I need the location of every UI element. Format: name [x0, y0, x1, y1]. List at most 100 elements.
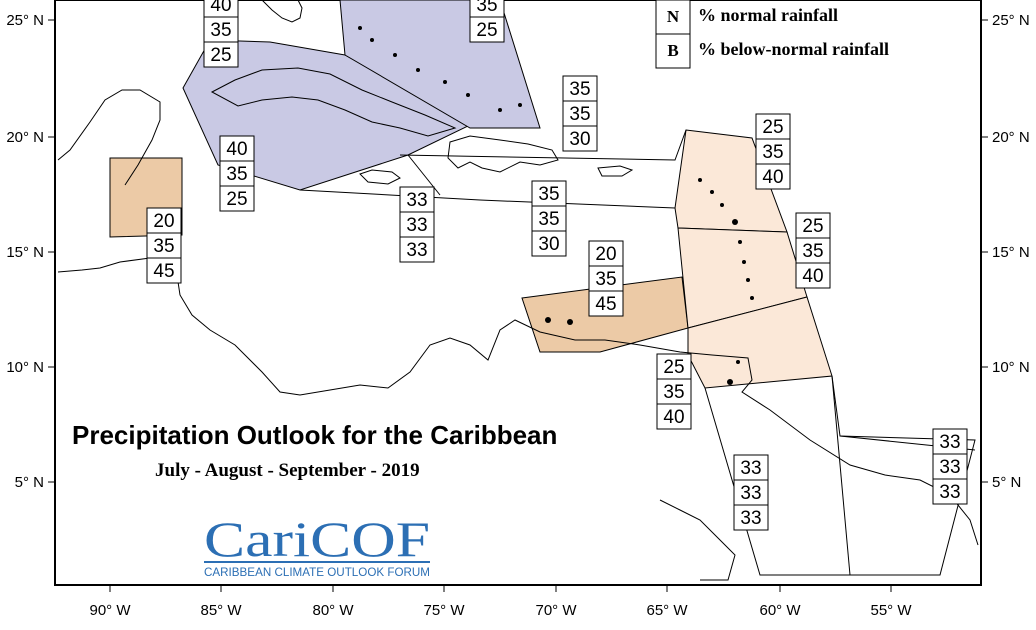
- prob-cell: [146, 207, 182, 234]
- axes: 90° W 85° W 80° W 75° W 70° W 65° W 60° W 55° W…: [6, 12, 1029, 619]
- lon-tick-label: 75° W: [423, 602, 465, 619]
- prob-cell: [656, 353, 692, 380]
- lon-tick-label: 90° W: [89, 602, 131, 619]
- lat-tick-label-right: 25° N: [992, 12, 1030, 29]
- prob-cell: [588, 240, 624, 267]
- prob-value: 25: [226, 189, 247, 210]
- prob-cell: [399, 236, 435, 263]
- map-title: Precipitation Outlook for the Caribbean: [72, 420, 557, 450]
- prob-value: 33: [406, 190, 427, 211]
- coastlines: [57, 0, 979, 581]
- zone-boundaries: [299, 129, 976, 576]
- coast-puerto-rico: [597, 165, 634, 177]
- caricof-logo: CariCOF CARIBBEAN CLIMATE OUTLOOK FORUM: [204, 511, 430, 579]
- prob-value: 35: [210, 20, 231, 41]
- legend-key-normal-box: [655, 0, 691, 35]
- prob-value: 33: [740, 508, 761, 529]
- prob-cell: [795, 237, 831, 264]
- prob-value: 30: [569, 129, 590, 150]
- zone-trinidad-tobago: [687, 296, 833, 389]
- prob-cell: [588, 290, 624, 317]
- prob-cell: [469, 16, 505, 43]
- prob-value: 40: [226, 139, 247, 160]
- prob-value: 45: [595, 294, 616, 315]
- prob-value: 20: [595, 244, 616, 265]
- map-subtitle: July - August - September - 2019: [155, 460, 420, 481]
- coast-florida: [261, 0, 303, 23]
- prob-box-bahamas-west: 40 35 25: [203, 0, 239, 68]
- legend-key-below: B: [667, 41, 678, 60]
- coast-cuba: [210, 67, 457, 137]
- legend-text-below: % below-normal rainfall: [698, 39, 889, 59]
- prob-value: 35: [663, 382, 684, 403]
- prob-cell: [733, 504, 769, 531]
- lat-tick-label-left: 25° N: [6, 12, 44, 29]
- prob-value: 25: [476, 20, 497, 41]
- prob-value: 33: [740, 483, 761, 504]
- prob-value: 20: [153, 211, 174, 232]
- lat-tick-label-right: 15° N: [992, 244, 1030, 261]
- prob-cell: [146, 257, 182, 284]
- prob-cell: [531, 230, 567, 257]
- prob-value: 35: [569, 79, 590, 100]
- prob-value: 35: [569, 104, 590, 125]
- prob-cell: [203, 41, 239, 68]
- island-specks: [358, 26, 754, 385]
- prob-cell: [755, 138, 791, 165]
- prob-box-guyana: 33 33 33: [733, 454, 769, 531]
- prob-value: 25: [802, 216, 823, 237]
- prob-value: 33: [406, 240, 427, 261]
- lat-tick-label-right: 10° N: [992, 359, 1030, 376]
- prob-cell: [932, 453, 968, 480]
- prob-value: 30: [538, 234, 559, 255]
- lon-tick-label: 85° W: [200, 602, 242, 619]
- prob-value: 35: [226, 164, 247, 185]
- prob-value: 40: [210, 0, 231, 16]
- prob-value: 35: [762, 142, 783, 163]
- lat-tick-label-right: 5° N: [992, 474, 1021, 491]
- prob-value: 40: [663, 407, 684, 428]
- prob-box-cuba-cayman: 40 35 25: [219, 135, 255, 212]
- prob-value: 35: [595, 269, 616, 290]
- lat-tick-label-left: 15° N: [6, 244, 44, 261]
- legend: N % normal rainfall B % below-normal rai…: [655, 0, 889, 69]
- probability-boxes: 4035253525353530253540403525203545333333…: [146, 0, 968, 531]
- prob-cell: [399, 186, 435, 213]
- logo-wordmark: CariCOF: [204, 511, 430, 567]
- coast-south-america-west: [659, 499, 736, 581]
- prob-value: 25: [762, 117, 783, 138]
- prob-cell: [588, 265, 624, 292]
- prob-value: 35: [802, 241, 823, 262]
- prob-value: 25: [210, 45, 231, 66]
- prob-value: 33: [939, 457, 960, 478]
- lon-tick-label: 60° W: [759, 602, 801, 619]
- prob-cell: [932, 478, 968, 505]
- prob-cell: [562, 125, 598, 152]
- prob-value: 33: [939, 482, 960, 503]
- prob-value: 33: [939, 432, 960, 453]
- prob-cell: [932, 428, 968, 455]
- prob-value: 40: [762, 167, 783, 188]
- prob-cell: [656, 378, 692, 405]
- prob-cell: [531, 180, 567, 207]
- prob-value: 35: [476, 0, 497, 16]
- prob-cell: [219, 135, 255, 162]
- prob-cell: [795, 212, 831, 239]
- prob-box-turks-caicos: 35 35 30: [562, 75, 598, 152]
- prob-value: 35: [538, 184, 559, 205]
- prob-box-jamaica-haiti: 33 33 33: [399, 186, 435, 263]
- prob-cell: [656, 403, 692, 430]
- prob-cell: [219, 185, 255, 212]
- legend-key-below-box: [655, 33, 691, 69]
- prob-value: 35: [538, 209, 559, 230]
- prob-cell: [733, 454, 769, 481]
- prob-cell: [755, 163, 791, 190]
- prob-value: 35: [153, 236, 174, 257]
- prob-value: 45: [153, 261, 174, 282]
- coast-central-america: [57, 257, 979, 546]
- lat-tick-label-left: 10° N: [6, 359, 44, 376]
- lat-tick-label-left: 5° N: [15, 474, 44, 491]
- lat-tick-label-left: 20° N: [6, 129, 44, 146]
